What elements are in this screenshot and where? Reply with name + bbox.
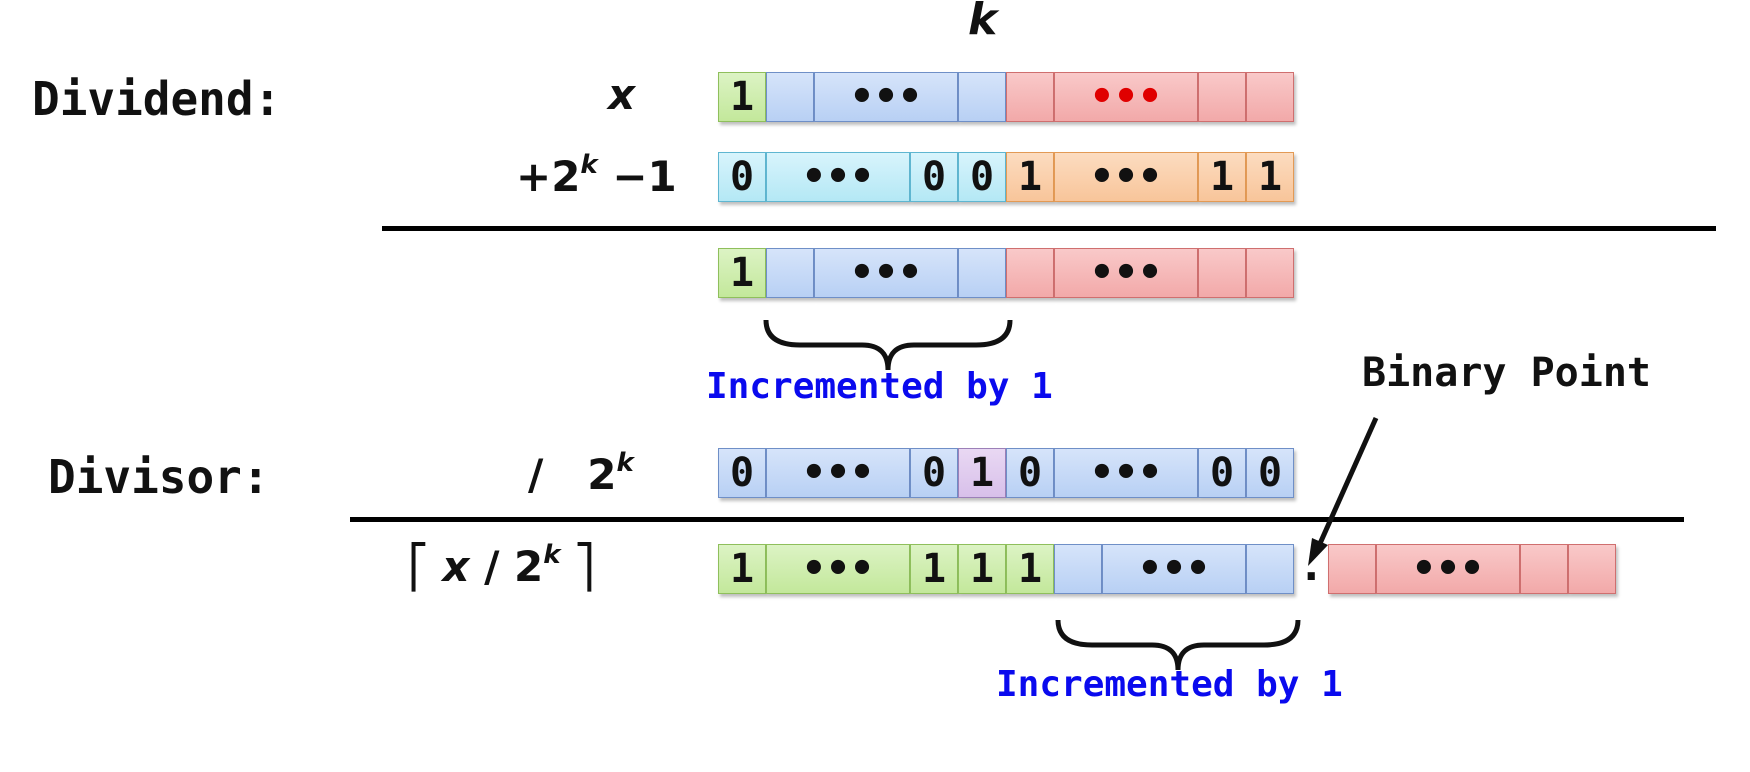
incremented-note-2: Incremented by 1 [996, 664, 1343, 705]
division-rule [350, 517, 1684, 522]
operand-ceil-x-over-2k: ⎡ x / 2k ⎤ [408, 540, 595, 591]
k-label: k [968, 0, 998, 45]
ceil-x: x [442, 542, 470, 591]
dividend-label: Dividend: [32, 72, 282, 126]
row-addend-bit-2: 0 [910, 152, 958, 202]
brace-upper [763, 319, 1013, 371]
row-divisor-bit-6: 0 [1198, 448, 1246, 498]
row-sum-bit-7 [1246, 248, 1294, 298]
row-result-frac-bit-3 [1568, 544, 1616, 594]
div-exp: k [616, 448, 634, 478]
row-result-int-bit-3: 1 [958, 544, 1006, 594]
row-x-bit-1 [766, 72, 814, 122]
ceil-exp: k [543, 540, 561, 570]
operand-divide-2k: / 2k [528, 448, 634, 499]
row-x-bit-3 [958, 72, 1006, 122]
row-divisor-bit-0: 0 [718, 448, 766, 498]
div-prefix: / 2 [528, 450, 617, 499]
row-sum-bit-2: ••• [814, 248, 958, 298]
row-divisor-bit-7: 0 [1246, 448, 1294, 498]
row-sum-bit-0: 1 [718, 248, 766, 298]
row-x-bit-5: ••• [1054, 72, 1198, 122]
ceil-mid: / 2 [469, 542, 544, 591]
row-result-int-bit-0: 1 [718, 544, 766, 594]
row-sum-bit-6 [1198, 248, 1246, 298]
row-divisor-bit-4: 0 [1006, 448, 1054, 498]
binary-point-label: Binary Point [1362, 350, 1651, 396]
row-x-bit-7 [1246, 72, 1294, 122]
brace-lower [1055, 619, 1301, 671]
ceil-open: ⎡ [408, 542, 443, 591]
row-sum-bit-3 [958, 248, 1006, 298]
row-result-frac-bit-2 [1520, 544, 1568, 594]
ceil-close: ⎤ [560, 542, 595, 591]
row-x-bit-0: 1 [718, 72, 766, 122]
row-divisor-bit-2: 0 [910, 448, 958, 498]
row-result-int-bit-5 [1054, 544, 1102, 594]
row-divisor-bit-1: ••• [766, 448, 910, 498]
row-x-bit-6 [1198, 72, 1246, 122]
row-x-bit-2: ••• [814, 72, 958, 122]
operand-x: x [608, 70, 635, 119]
plus-suffix: −1 [597, 152, 677, 201]
plus-prefix: +2 [516, 152, 581, 201]
row-sum-bit-4 [1006, 248, 1054, 298]
row-result-int-bit-1: ••• [766, 544, 910, 594]
row-result-int-bit-7 [1246, 544, 1294, 594]
row-result-frac-bit-0 [1328, 544, 1376, 594]
row-divisor-bit-3: 1 [958, 448, 1006, 498]
row-addend-bit-5: ••• [1054, 152, 1198, 202]
plus-exp: k [580, 150, 598, 180]
binary-point-arrow-shaft [1315, 416, 1379, 550]
row-result-frac-bit-1: ••• [1376, 544, 1520, 594]
operand-plus-2k-minus-1: +2k −1 [516, 150, 677, 201]
row-result-int-bit-2: 1 [910, 544, 958, 594]
divisor-label: Divisor: [48, 450, 270, 504]
row-addend-bit-3: 0 [958, 152, 1006, 202]
binary-point-dot: . [1298, 540, 1325, 591]
row-divisor-bit-5: ••• [1054, 448, 1198, 498]
row-x-bit-4 [1006, 72, 1054, 122]
row-result-int-bit-6: ••• [1102, 544, 1246, 594]
row-addend-bit-4: 1 [1006, 152, 1054, 202]
row-addend-bit-0: 0 [718, 152, 766, 202]
row-addend-bit-7: 1 [1246, 152, 1294, 202]
row-addend-bit-1: ••• [766, 152, 910, 202]
operand-x-var: x [608, 70, 636, 119]
row-result-int-bit-4: 1 [1006, 544, 1054, 594]
binary-point-arrow-head [1308, 538, 1328, 566]
incremented-note-1: Incremented by 1 [706, 366, 1053, 407]
row-addend-bit-6: 1 [1198, 152, 1246, 202]
row-sum-bit-1 [766, 248, 814, 298]
row-sum-bit-5: ••• [1054, 248, 1198, 298]
sum-rule [382, 226, 1716, 231]
